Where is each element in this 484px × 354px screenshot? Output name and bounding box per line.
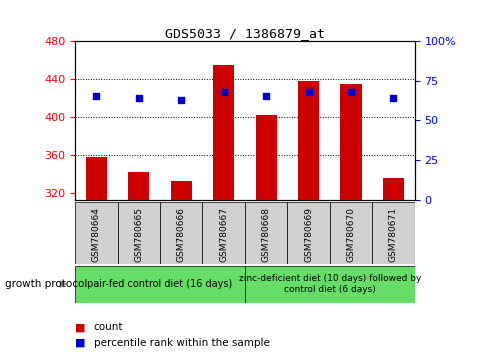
Title: GDS5033 / 1386879_at: GDS5033 / 1386879_at xyxy=(165,27,324,40)
Text: growth protocol: growth protocol xyxy=(5,279,87,289)
Text: count: count xyxy=(93,322,123,332)
Point xyxy=(389,95,396,101)
Bar xyxy=(244,202,287,264)
Point xyxy=(135,95,142,101)
Bar xyxy=(244,266,414,303)
Text: pair-fed control diet (16 days): pair-fed control diet (16 days) xyxy=(87,279,232,289)
Text: GSM780666: GSM780666 xyxy=(176,207,185,262)
Bar xyxy=(255,115,276,200)
Text: zinc-deficient diet (10 days) followed by
control diet (6 days): zinc-deficient diet (10 days) followed b… xyxy=(238,274,420,294)
Text: GSM780665: GSM780665 xyxy=(134,207,143,262)
Bar xyxy=(212,64,234,200)
Text: percentile rank within the sample: percentile rank within the sample xyxy=(93,338,269,348)
Bar xyxy=(382,178,403,200)
Bar xyxy=(170,181,192,200)
Point xyxy=(219,89,227,95)
Text: GSM780671: GSM780671 xyxy=(388,207,397,262)
Bar xyxy=(340,84,361,200)
Point xyxy=(177,97,185,102)
Text: ■: ■ xyxy=(75,322,86,332)
Text: GSM780670: GSM780670 xyxy=(346,207,355,262)
Text: GSM780669: GSM780669 xyxy=(303,207,313,262)
Bar xyxy=(117,202,160,264)
Point xyxy=(92,93,100,99)
Bar xyxy=(128,172,149,200)
Bar xyxy=(160,202,202,264)
Point xyxy=(262,93,270,99)
Text: GSM780668: GSM780668 xyxy=(261,207,270,262)
Point xyxy=(347,89,354,95)
Bar xyxy=(202,202,244,264)
Bar xyxy=(86,157,107,200)
Text: GSM780667: GSM780667 xyxy=(219,207,228,262)
Bar xyxy=(329,202,372,264)
Text: ■: ■ xyxy=(75,338,86,348)
Bar xyxy=(287,202,329,264)
Bar xyxy=(75,202,117,264)
Point xyxy=(304,89,312,95)
Bar xyxy=(372,202,414,264)
Bar xyxy=(75,266,244,303)
Text: GSM780664: GSM780664 xyxy=(91,207,101,262)
Bar xyxy=(297,81,318,200)
